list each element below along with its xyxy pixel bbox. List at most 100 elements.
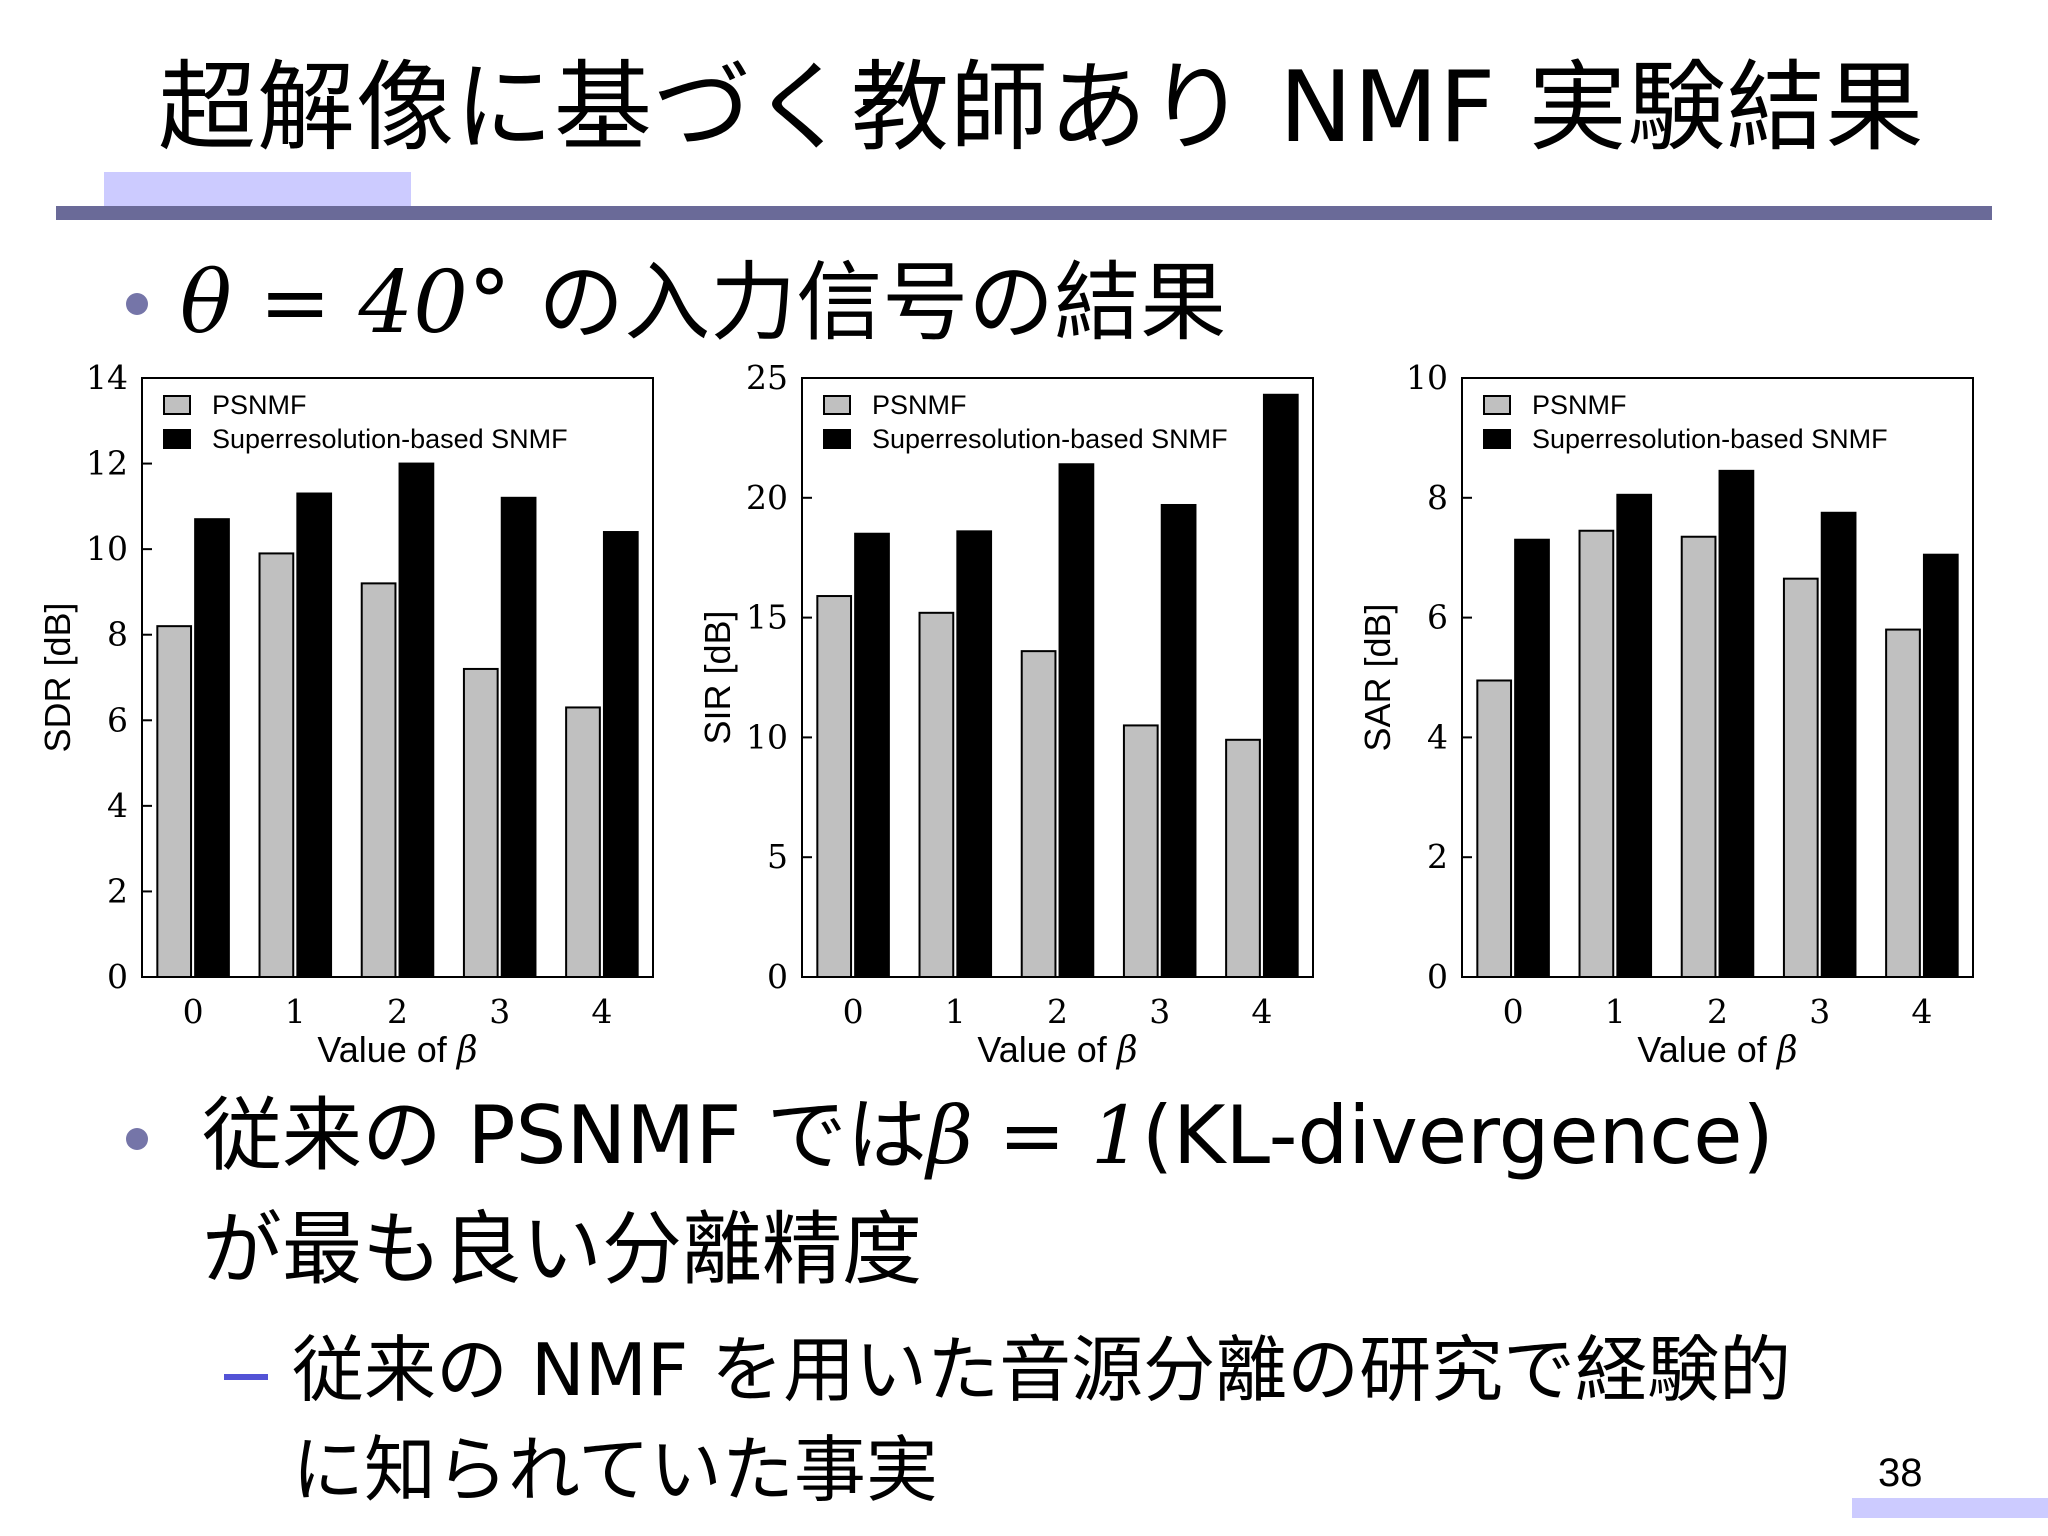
- y-tick-label: 0: [107, 957, 128, 996]
- y-tick-label: 2: [1427, 837, 1448, 876]
- bar-psnmf-2: [1680, 535, 1717, 978]
- legend-swatch-superres: [823, 429, 851, 449]
- bullet-2: 従来の PSNMF ではβ = 1(KL-divergence): [202, 1082, 1774, 1190]
- y-tick-label: 20: [746, 478, 788, 517]
- legend-label-psnmf: PSNMF: [872, 390, 967, 420]
- y-tick-label: 0: [1427, 957, 1448, 996]
- x-tick-label: 4: [1251, 992, 1272, 1031]
- bar-superres-1: [1616, 493, 1653, 978]
- x-tick-label: 1: [945, 992, 966, 1031]
- bar-psnmf-3: [462, 667, 499, 978]
- bar-superres-3: [500, 496, 537, 978]
- legend-label-superres: Superresolution-based SNMF: [212, 424, 568, 454]
- y-tick-label: 6: [1427, 598, 1448, 637]
- y-tick-label: 14: [86, 358, 128, 397]
- plot-frame: [141, 377, 654, 978]
- legend-swatch-superres: [1483, 429, 1511, 449]
- bullet-2-post: (KL-divergence): [1141, 1089, 1774, 1182]
- y-tick-label: 4: [1427, 717, 1448, 756]
- bar-psnmf-4: [1885, 628, 1921, 979]
- sub-bullet-line1: 従来の NMF を用いた音源分離の研究で経験的: [292, 1328, 1792, 1412]
- x-tick-label: 2: [1707, 992, 1728, 1031]
- x-tick-label: 1: [1605, 992, 1626, 1031]
- y-tick-label: 8: [107, 615, 128, 654]
- x-axis-beta: β: [1775, 1030, 1798, 1071]
- legend-swatch-psnmf: [163, 395, 191, 415]
- y-axis-label: SIR [dB]: [697, 610, 738, 744]
- bar-superres-3: [1820, 511, 1857, 979]
- x-tick-label: 3: [489, 992, 510, 1031]
- bar-psnmf-0: [1476, 679, 1513, 978]
- title-accent-bar: [104, 172, 411, 206]
- x-tick-label: 0: [843, 992, 864, 1031]
- y-axis-label: SAR [dB]: [1357, 603, 1398, 751]
- bar-psnmf-3: [1782, 577, 1819, 978]
- legend-swatch-psnmf: [823, 395, 851, 415]
- sub-bullet-dash: [224, 1374, 268, 1380]
- bar-psnmf-4: [565, 706, 601, 978]
- bar-superres-2: [1058, 463, 1095, 979]
- bar-superres-2: [398, 462, 435, 979]
- x-tick-label: 0: [1503, 992, 1524, 1031]
- y-tick-label: 25: [746, 358, 788, 397]
- y-tick-label: 12: [86, 444, 128, 483]
- beta-expression: β = 1: [926, 1089, 1142, 1182]
- bar-superres-0: [1514, 538, 1550, 978]
- bar-superres-2: [1718, 469, 1755, 978]
- bar-psnmf-0: [816, 595, 853, 978]
- x-axis-beta: β: [455, 1030, 478, 1071]
- legend-label-psnmf: PSNMF: [212, 390, 307, 420]
- bar-psnmf-4: [1225, 738, 1261, 979]
- y-tick-label: 10: [86, 529, 128, 568]
- y-tick-label: 4: [107, 786, 128, 825]
- legend-label-psnmf: PSNMF: [1532, 390, 1627, 420]
- x-tick-label: 4: [591, 992, 612, 1031]
- y-tick-label: 8: [1427, 478, 1448, 517]
- y-tick-label: 15: [746, 598, 788, 637]
- bullet-dot: [126, 1128, 148, 1150]
- legend-swatch-superres: [163, 429, 191, 449]
- bar-psnmf-1: [1578, 529, 1615, 978]
- page-number: 38: [1878, 1451, 1923, 1495]
- y-axis-label: SDR [dB]: [37, 602, 78, 752]
- bar-superres-4: [1262, 393, 1299, 979]
- y-tick-label: 10: [1406, 358, 1448, 397]
- bar-superres-1: [956, 530, 993, 978]
- bullet-2-pre: 従来の PSNMF では: [202, 1089, 927, 1182]
- bar-superres-3: [1160, 503, 1197, 978]
- bar-psnmf-3: [1122, 724, 1159, 978]
- x-tick-label: 0: [183, 992, 204, 1031]
- legend-label-superres: Superresolution-based SNMF: [1532, 424, 1888, 454]
- plot-frame: [1461, 377, 1974, 978]
- bar-psnmf-2: [360, 582, 397, 978]
- bar-psnmf-2: [1020, 650, 1057, 978]
- title-rule: [56, 206, 1992, 220]
- y-tick-label: 0: [767, 957, 788, 996]
- y-tick-label: 5: [767, 837, 788, 876]
- bar-superres-4: [1922, 553, 1959, 979]
- bullet-dot: [126, 293, 148, 315]
- bar-psnmf-1: [258, 552, 295, 979]
- x-tick-label: 4: [1911, 992, 1932, 1031]
- x-axis-label: Value of β: [977, 1029, 1137, 1071]
- theta-expression: θ = 40°: [180, 253, 511, 353]
- slide-title: 超解像に基づく教師あり NMF 実験結果: [158, 51, 1925, 165]
- sub-bullet-line2: に知られていた事実: [292, 1428, 938, 1512]
- x-tick-label: 3: [1149, 992, 1170, 1031]
- x-tick-label: 3: [1809, 992, 1830, 1031]
- x-tick-label: 1: [285, 992, 306, 1031]
- y-tick-label: 10: [746, 717, 788, 756]
- bullet-1: θ = 40° の入力信号の結果: [180, 248, 1226, 358]
- x-tick-label: 2: [1047, 992, 1068, 1031]
- legend-label-superres: Superresolution-based SNMF: [872, 424, 1228, 454]
- bar-psnmf-1: [918, 611, 955, 978]
- bar-superres-4: [602, 531, 639, 978]
- x-tick-label: 2: [387, 992, 408, 1031]
- bar-superres-0: [854, 532, 890, 978]
- bar-psnmf-0: [156, 625, 193, 979]
- bar-superres-1: [296, 492, 333, 978]
- bullet-2-line2: が最も良い分離精度: [202, 1203, 922, 1296]
- bar-superres-0: [194, 518, 230, 978]
- corner-accent-bar: [1852, 1498, 2048, 1518]
